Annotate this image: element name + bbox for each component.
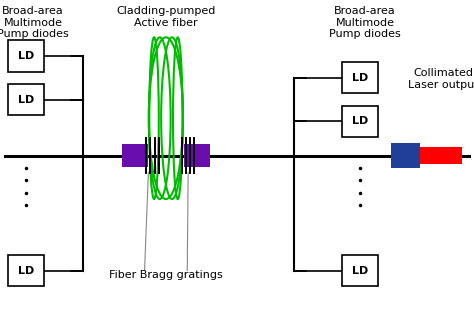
Text: LD: LD xyxy=(352,73,368,83)
Bar xyxy=(183,144,210,167)
Bar xyxy=(420,147,462,164)
Text: Broad-area
Multimode
Pump diodes: Broad-area Multimode Pump diodes xyxy=(329,6,401,39)
Bar xyxy=(342,106,378,137)
Text: Fiber Bragg gratings: Fiber Bragg gratings xyxy=(109,270,223,280)
Text: LD: LD xyxy=(352,116,368,126)
Text: LD: LD xyxy=(18,51,34,61)
Text: LD: LD xyxy=(352,266,368,276)
Bar xyxy=(342,255,378,286)
Bar xyxy=(391,143,420,168)
Bar xyxy=(342,62,378,93)
Text: Collimated
Laser output: Collimated Laser output xyxy=(408,68,474,90)
Bar xyxy=(8,255,44,286)
Bar xyxy=(8,40,44,72)
Text: LD: LD xyxy=(18,266,34,276)
Text: LD: LD xyxy=(18,95,34,104)
Bar xyxy=(8,84,44,115)
Text: Cladding-pumped
Active fiber: Cladding-pumped Active fiber xyxy=(116,6,216,28)
Text: Broad-area
Multimode
Pump diodes: Broad-area Multimode Pump diodes xyxy=(0,6,69,39)
Bar xyxy=(122,144,148,167)
